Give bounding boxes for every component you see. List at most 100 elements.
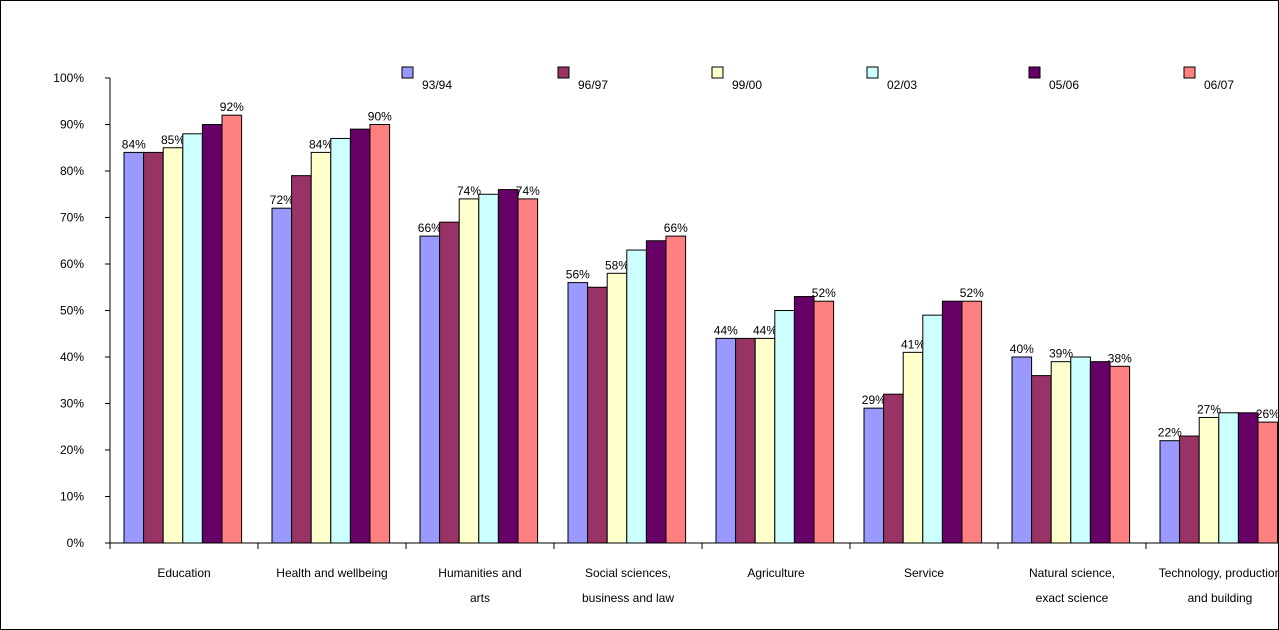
bar <box>201 124 223 544</box>
bar <box>626 249 647 544</box>
bar <box>1089 361 1111 544</box>
data-label: 66% <box>418 221 442 235</box>
data-label: 52% <box>812 286 836 300</box>
x-category-label: Technology, production <box>1159 566 1279 580</box>
bar <box>715 337 737 544</box>
x-category-label: business and law <box>582 591 674 605</box>
x-category-label: Agriculture <box>747 566 805 580</box>
y-tick-label: 20% <box>60 443 84 457</box>
data-label: 90% <box>368 110 392 124</box>
bar <box>271 207 293 544</box>
bar <box>182 133 203 544</box>
legend-label: 05/06 <box>1049 78 1079 92</box>
data-label: 84% <box>122 137 146 151</box>
bar <box>902 351 924 544</box>
legend-swatch <box>401 66 414 79</box>
legend-swatch <box>1028 66 1041 79</box>
data-label: 44% <box>753 323 777 337</box>
data-label: 74% <box>457 184 481 198</box>
bar <box>1159 440 1181 544</box>
bar <box>645 240 667 544</box>
bar <box>123 151 145 544</box>
legend-label: 06/07 <box>1204 78 1234 92</box>
bar <box>735 337 756 544</box>
bar <box>883 393 904 544</box>
bar <box>1218 412 1239 544</box>
bar <box>330 137 351 544</box>
bar <box>1011 356 1033 544</box>
bar <box>922 314 943 544</box>
bar <box>863 407 885 544</box>
bar <box>1050 361 1072 544</box>
bar <box>497 189 519 544</box>
data-label: 41% <box>901 337 925 351</box>
bar <box>754 337 776 544</box>
bar <box>1070 356 1091 544</box>
bar <box>419 235 441 544</box>
y-tick-label: 100% <box>53 71 84 85</box>
bar <box>221 114 243 544</box>
data-label: 85% <box>161 133 185 147</box>
data-label: 22% <box>1158 426 1182 440</box>
bar <box>941 300 963 544</box>
bar <box>606 272 628 544</box>
y-tick-label: 30% <box>60 397 84 411</box>
x-category-label: and building <box>1188 591 1253 605</box>
data-label: 27% <box>1197 402 1221 416</box>
x-category-label: Humanities and <box>438 566 521 580</box>
data-label: 26% <box>1256 407 1279 421</box>
x-category-label: Natural science, <box>1029 566 1115 580</box>
x-category-label: exact science <box>1036 591 1109 605</box>
bar <box>478 193 499 544</box>
bar <box>369 124 391 544</box>
data-label: 40% <box>1010 342 1034 356</box>
legend-swatch <box>711 66 724 79</box>
bar <box>291 175 312 544</box>
legend-swatch <box>866 66 879 79</box>
data-label: 74% <box>516 184 540 198</box>
bar <box>961 300 983 544</box>
data-label: 38% <box>1108 351 1132 365</box>
legend-label: 93/94 <box>422 78 452 92</box>
bar <box>813 300 835 544</box>
bar <box>1257 421 1279 544</box>
bar <box>162 147 184 544</box>
data-label: 72% <box>270 193 294 207</box>
bar <box>1031 375 1052 544</box>
bar <box>143 151 164 544</box>
legend-label: 02/03 <box>887 78 917 92</box>
bar <box>567 282 589 544</box>
bar <box>310 151 332 544</box>
x-category-label: Health and wellbeing <box>276 566 387 580</box>
data-label: 92% <box>220 100 244 114</box>
bar <box>1198 416 1220 544</box>
data-label: 66% <box>664 221 688 235</box>
bar <box>349 128 371 544</box>
y-tick-label: 90% <box>60 118 84 132</box>
y-tick-label: 10% <box>60 490 84 504</box>
y-tick-label: 60% <box>60 257 84 271</box>
legend-label: 96/97 <box>578 78 608 92</box>
data-label: 52% <box>960 286 984 300</box>
data-label: 29% <box>862 393 886 407</box>
bar <box>517 198 539 544</box>
x-category-label: arts <box>470 591 490 605</box>
y-tick-label: 80% <box>60 164 84 178</box>
x-category-label: Education <box>157 566 210 580</box>
legend-label: 99/00 <box>732 78 762 92</box>
data-label: 44% <box>714 323 738 337</box>
bar <box>793 296 815 544</box>
y-tick-label: 0% <box>67 536 85 550</box>
bar <box>458 198 480 544</box>
bar <box>1109 365 1131 544</box>
y-tick-label: 50% <box>60 304 84 318</box>
bar <box>1179 435 1200 544</box>
data-label: 84% <box>309 137 333 151</box>
bar <box>774 310 795 544</box>
bar <box>587 286 608 544</box>
bar <box>439 221 460 544</box>
legend-swatch <box>1183 66 1196 79</box>
data-label: 39% <box>1049 347 1073 361</box>
bar <box>1237 412 1259 544</box>
